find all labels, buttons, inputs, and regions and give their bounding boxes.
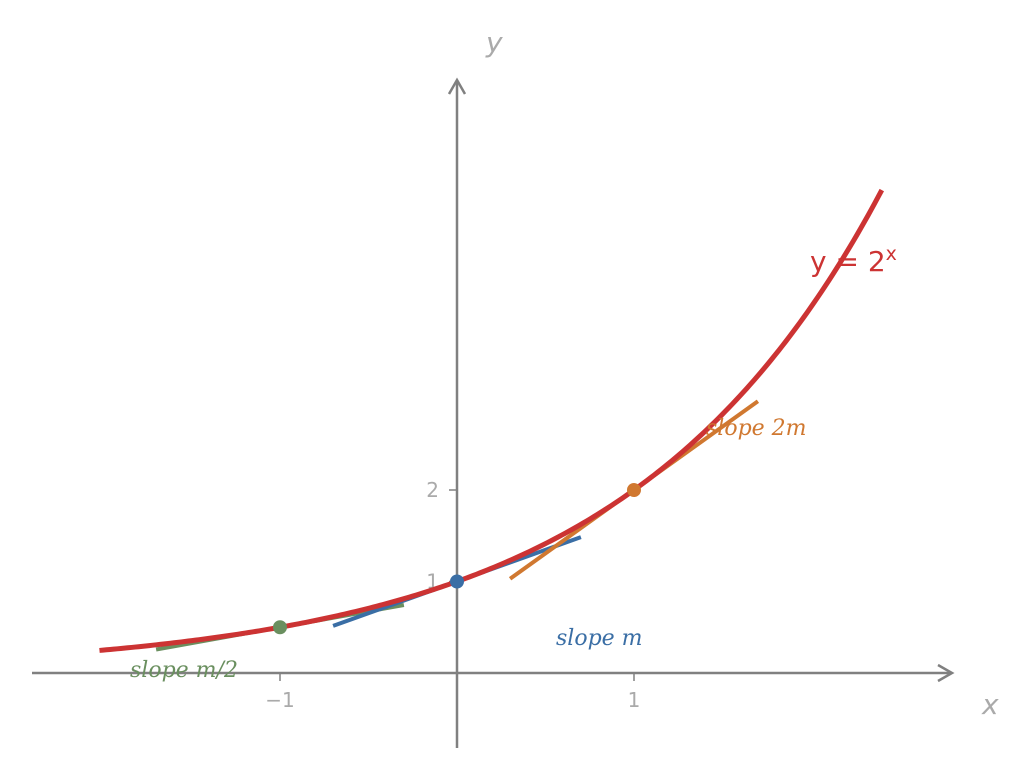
y-axis-label: y bbox=[485, 26, 503, 59]
exponential-curve-group bbox=[99, 188, 885, 653]
axes: −1 112 bbox=[32, 77, 955, 748]
labels: x y y = 2x slope m/2 slope m slope 2m bbox=[130, 26, 999, 721]
tangent-point bbox=[627, 483, 641, 497]
curve-label: y = 2x bbox=[810, 243, 897, 278]
tangent-points bbox=[273, 483, 641, 635]
slope-label-half: slope m/2 bbox=[130, 658, 238, 683]
slope-label-2m: slope 2m bbox=[706, 416, 807, 441]
curve-label-base: y = 2 bbox=[810, 245, 886, 278]
y-tick-label: 2 bbox=[426, 478, 439, 502]
tangent-point bbox=[450, 574, 464, 589]
x-tick-label: 1 bbox=[628, 688, 641, 712]
slope-label-m: slope m bbox=[556, 626, 643, 651]
x-axis-label: x bbox=[981, 688, 999, 721]
x-axis-arrow bbox=[937, 663, 955, 683]
exponential-curve bbox=[99, 188, 885, 653]
tangent-point bbox=[273, 620, 287, 635]
curve-label-exponent: x bbox=[886, 243, 897, 265]
x-tick-label: −1 bbox=[265, 688, 294, 712]
y-axis-arrow bbox=[447, 77, 467, 95]
